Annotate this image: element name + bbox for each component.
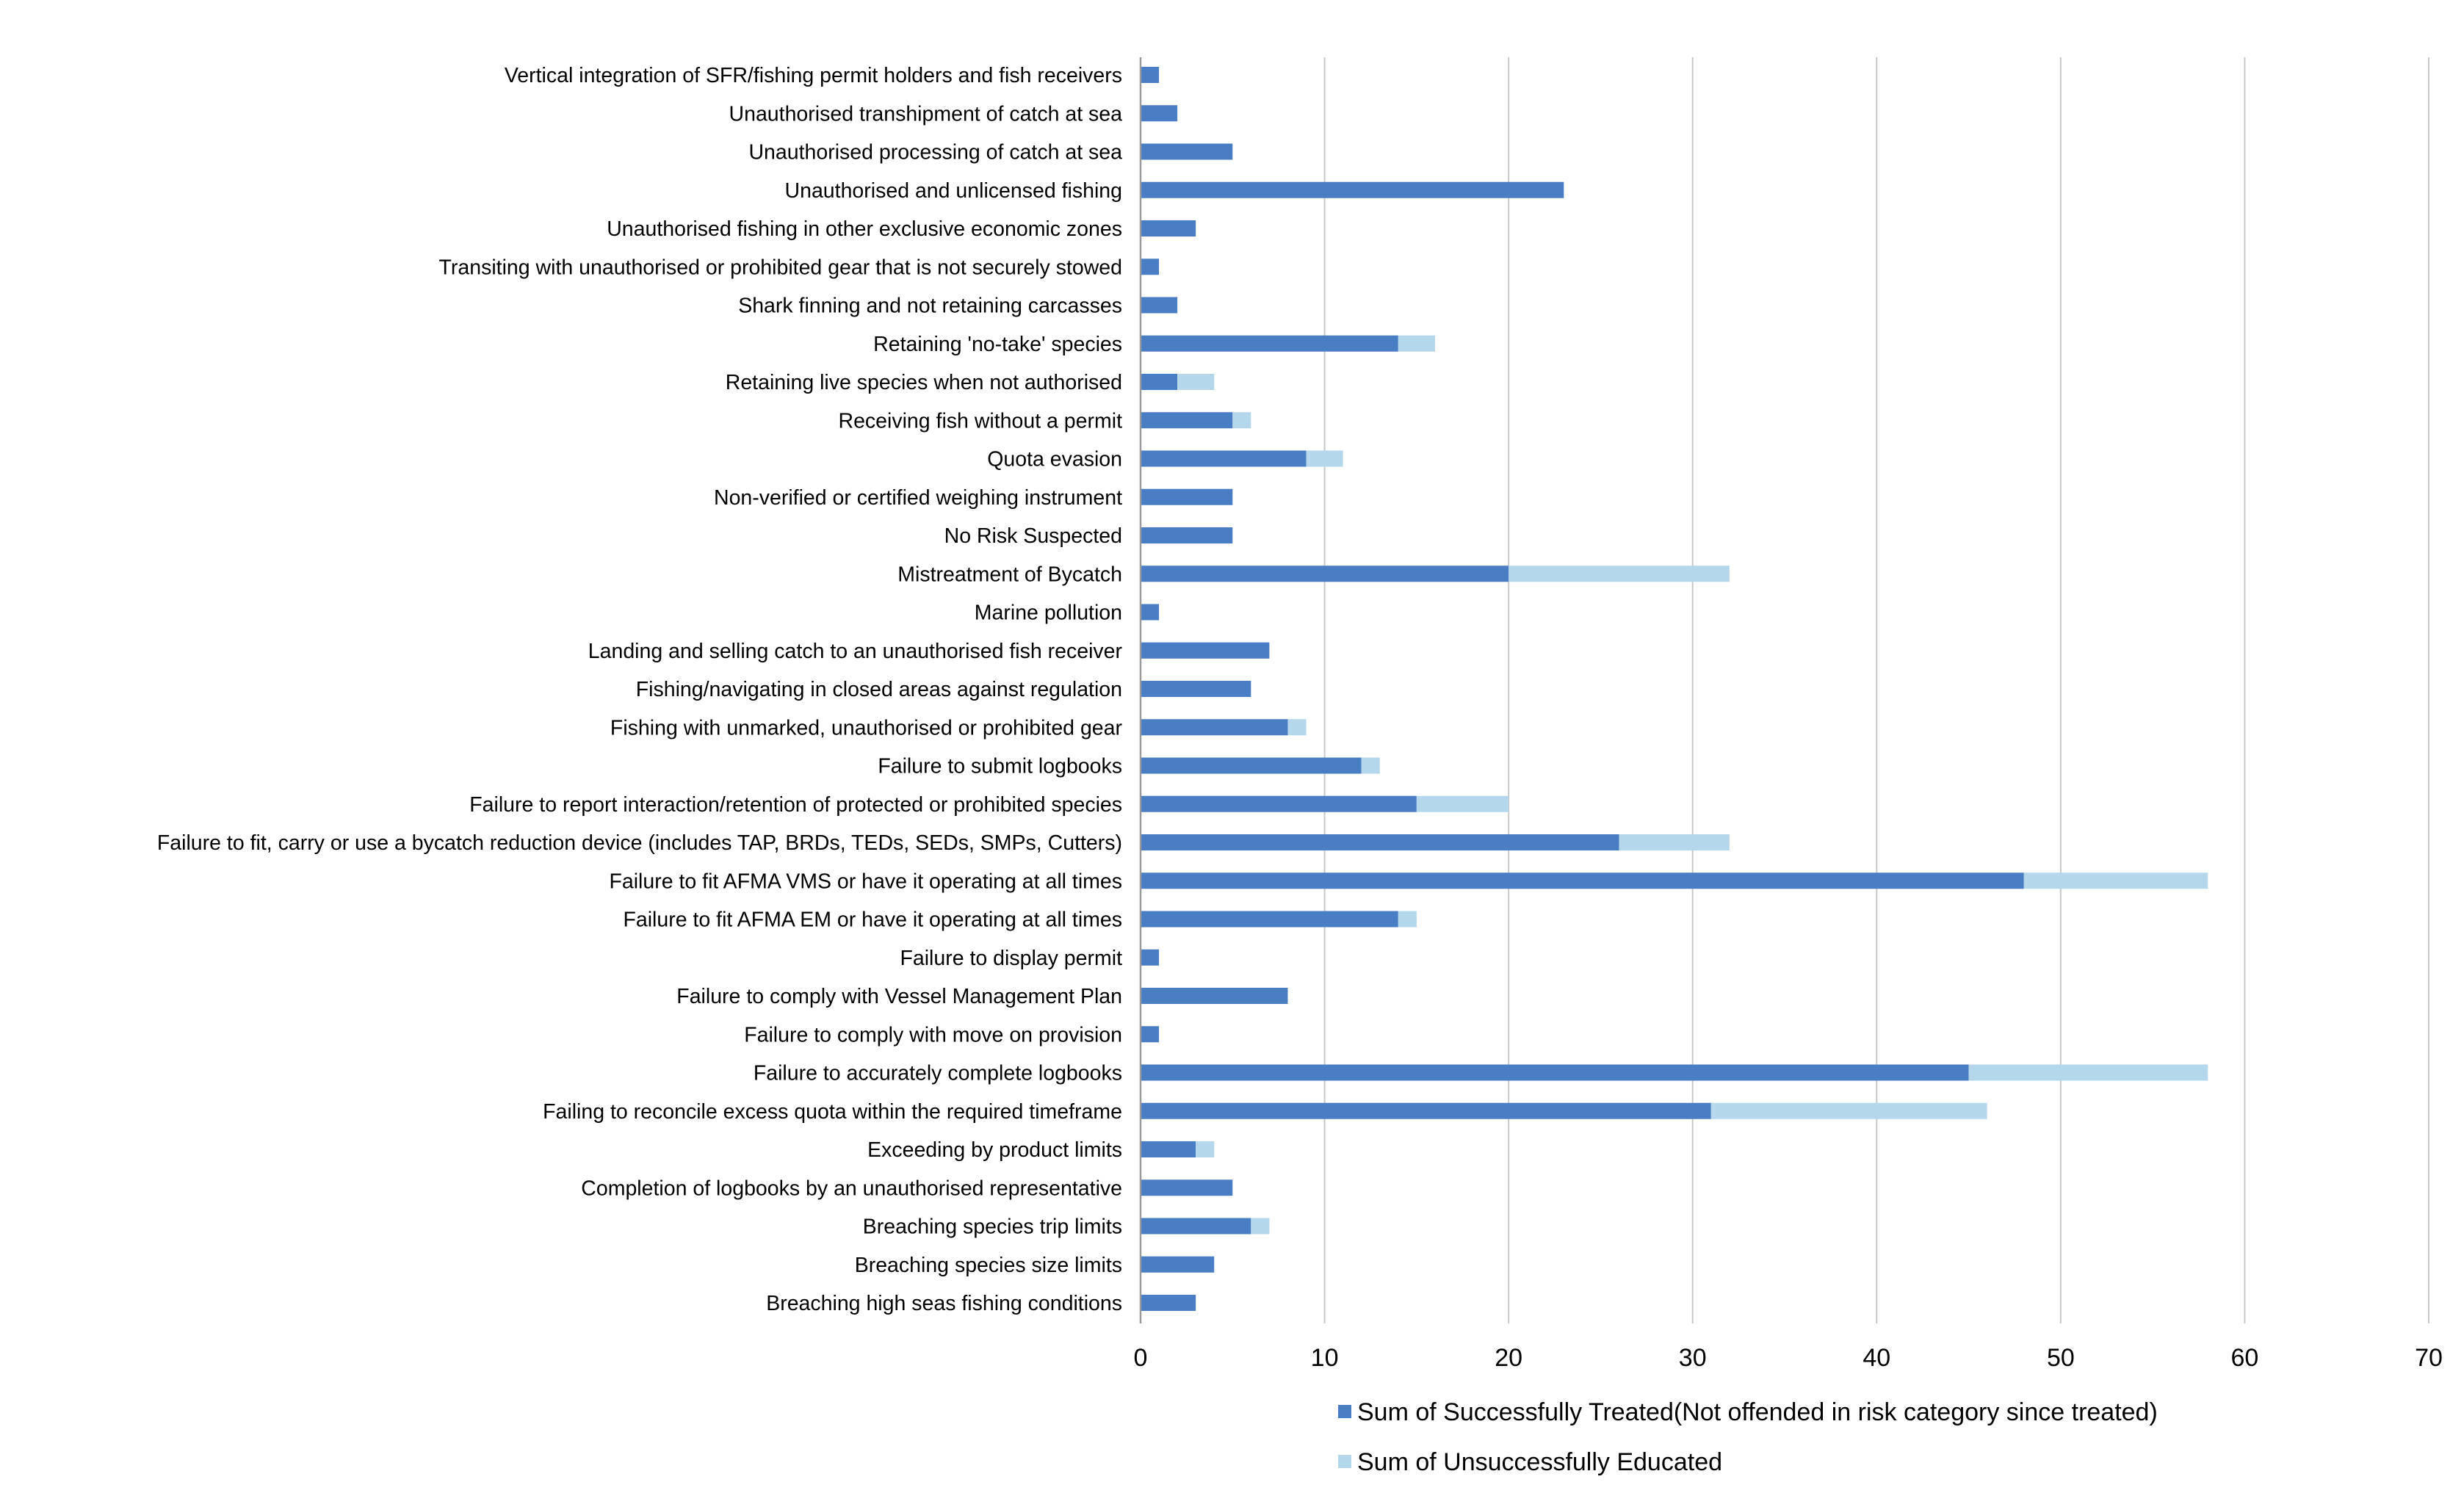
category-label: Failure to accurately complete logbooks (754, 1062, 1122, 1085)
bar-successfully-treated (1141, 642, 1270, 659)
category-label: Vertical integration of SFR/fishing perm… (505, 64, 1122, 87)
bar-successfully-treated (1141, 67, 1160, 83)
bar-unsuccessfully-educated (1398, 911, 1417, 928)
gridlines (1323, 57, 2429, 1323)
bar-successfully-treated (1141, 143, 1233, 160)
bar-successfully-treated (1141, 1218, 1251, 1235)
category-label: Failure to display permit (900, 947, 1122, 970)
category-label: Failure to submit logbooks (878, 755, 1122, 778)
category-label: Breaching high seas fishing conditions (766, 1292, 1122, 1315)
category-label: Fishing/navigating in closed areas again… (636, 678, 1122, 701)
legend-swatch (1338, 1455, 1351, 1468)
bar-unsuccessfully-educated (1619, 834, 1730, 850)
bar-successfully-treated (1141, 335, 1398, 352)
category-label: Retaining live species when not authoris… (726, 371, 1122, 394)
bar-unsuccessfully-educated (1398, 335, 1435, 352)
category-label: Landing and selling catch to an unauthor… (588, 640, 1123, 663)
bar-unsuccessfully-educated (1416, 795, 1509, 812)
bar-successfully-treated (1141, 719, 1288, 736)
x-tick-label: 50 (2047, 1344, 2075, 1372)
bar-unsuccessfully-educated (1361, 757, 1380, 774)
bar-successfully-treated (1141, 527, 1233, 543)
bar-successfully-treated (1141, 757, 1362, 774)
bar-successfully-treated (1141, 872, 2024, 889)
category-label: Fishing with unmarked, unauthorised or p… (610, 716, 1123, 740)
bar-unsuccessfully-educated (1196, 1141, 1215, 1157)
category-label: Retaining 'no-take' species (873, 333, 1122, 356)
category-label: Quota evasion (987, 448, 1122, 471)
legend-swatch (1338, 1405, 1351, 1418)
category-label: Shark finning and not retaining carcasse… (738, 294, 1122, 318)
category-label: Completion of logbooks by an unauthorise… (581, 1177, 1122, 1200)
bars (1141, 67, 2208, 1311)
bar-successfully-treated (1141, 911, 1398, 928)
bar-successfully-treated (1141, 604, 1160, 621)
bar-successfully-treated (1141, 681, 1251, 697)
category-label: Unauthorised transhipment of catch at se… (729, 102, 1123, 126)
bar-unsuccessfully-educated (1287, 719, 1307, 736)
category-label: Failing to reconcile excess quota within… (543, 1100, 1122, 1124)
bar-successfully-treated (1141, 1102, 1711, 1119)
category-label: Breaching species trip limits (863, 1215, 1122, 1239)
bar-unsuccessfully-educated (1306, 450, 1343, 467)
bar-successfully-treated (1141, 834, 1619, 850)
x-tick-labels: 0 10 20 30 40 50 60 70 (1134, 1344, 2443, 1372)
bar-successfully-treated (1141, 374, 1178, 390)
x-tick-label: 10 (1311, 1344, 1339, 1372)
category-label: Receiving fish without a permit (838, 409, 1122, 433)
bar-successfully-treated (1141, 181, 1564, 198)
bar-successfully-treated (1141, 1256, 1215, 1273)
category-label: Non-verified or certified weighing instr… (714, 486, 1122, 510)
legend: Sum of Successfully Treated(Not offended… (1338, 1398, 2158, 1476)
legend-label: Sum of Successfully Treated(Not offended… (1357, 1398, 2158, 1426)
bar-successfully-treated (1141, 949, 1160, 966)
category-label: Unauthorised processing of catch at sea (748, 141, 1122, 165)
category-label: Failure to report interaction/retention … (469, 793, 1122, 817)
bar-successfully-treated (1141, 412, 1233, 429)
bar-successfully-treated (1141, 488, 1233, 505)
bar-successfully-treated (1141, 988, 1288, 1004)
bar-unsuccessfully-educated (2023, 872, 2208, 889)
bar-unsuccessfully-educated (1251, 1218, 1270, 1235)
bar-successfully-treated (1141, 1064, 1969, 1081)
bar-successfully-treated (1141, 1179, 1233, 1196)
category-label: Marine pollution (975, 601, 1122, 625)
bar-unsuccessfully-educated (1968, 1064, 2208, 1081)
x-tick-label: 20 (1495, 1344, 1522, 1372)
x-tick-label: 0 (1134, 1344, 1148, 1372)
category-label: Failure to comply with move on provision (744, 1023, 1122, 1047)
category-label: Exceeding by product limits (867, 1138, 1122, 1162)
category-label: Unauthorised fishing in other exclusive … (607, 217, 1122, 241)
category-label: Mistreatment of Bycatch (897, 563, 1122, 586)
bar-successfully-treated (1141, 105, 1178, 122)
category-label: Failure to fit AFMA VMS or have it opera… (609, 870, 1122, 893)
category-label: Failure to fit AFMA EM or have it operat… (623, 908, 1122, 932)
category-label: No Risk Suspected (944, 524, 1122, 548)
legend-label: Sum of Unsuccessfully Educated (1357, 1448, 1722, 1476)
bar-successfully-treated (1141, 220, 1196, 236)
category-label: Unauthorised and unlicensed fishing (785, 179, 1122, 203)
bar-successfully-treated (1141, 450, 1307, 467)
category-label: Failure to comply with Vessel Management… (676, 985, 1122, 1008)
category-labels: Vertical integration of SFR/fishing perm… (157, 64, 1123, 1315)
x-tick-label: 40 (1863, 1344, 1890, 1372)
bar-unsuccessfully-educated (1509, 565, 1730, 582)
x-tick-label: 60 (2231, 1344, 2259, 1372)
bar-unsuccessfully-educated (1232, 412, 1251, 429)
category-label: Breaching species size limits (855, 1254, 1122, 1277)
category-label: Transiting with unauthorised or prohibit… (439, 256, 1122, 279)
bar-successfully-treated (1141, 1295, 1196, 1311)
bar-successfully-treated (1141, 1026, 1160, 1043)
bar-successfully-treated (1141, 1141, 1196, 1157)
bar-successfully-treated (1141, 565, 1509, 582)
x-tick-label: 70 (2415, 1344, 2443, 1372)
bar-unsuccessfully-educated (1177, 374, 1215, 390)
bar-successfully-treated (1141, 795, 1417, 812)
x-tick-label: 30 (1679, 1344, 1707, 1372)
bar-unsuccessfully-educated (1710, 1102, 1987, 1119)
bar-successfully-treated (1141, 259, 1160, 275)
category-label: Failure to fit, carry or use a bycatch r… (157, 831, 1122, 855)
bar-successfully-treated (1141, 297, 1178, 314)
